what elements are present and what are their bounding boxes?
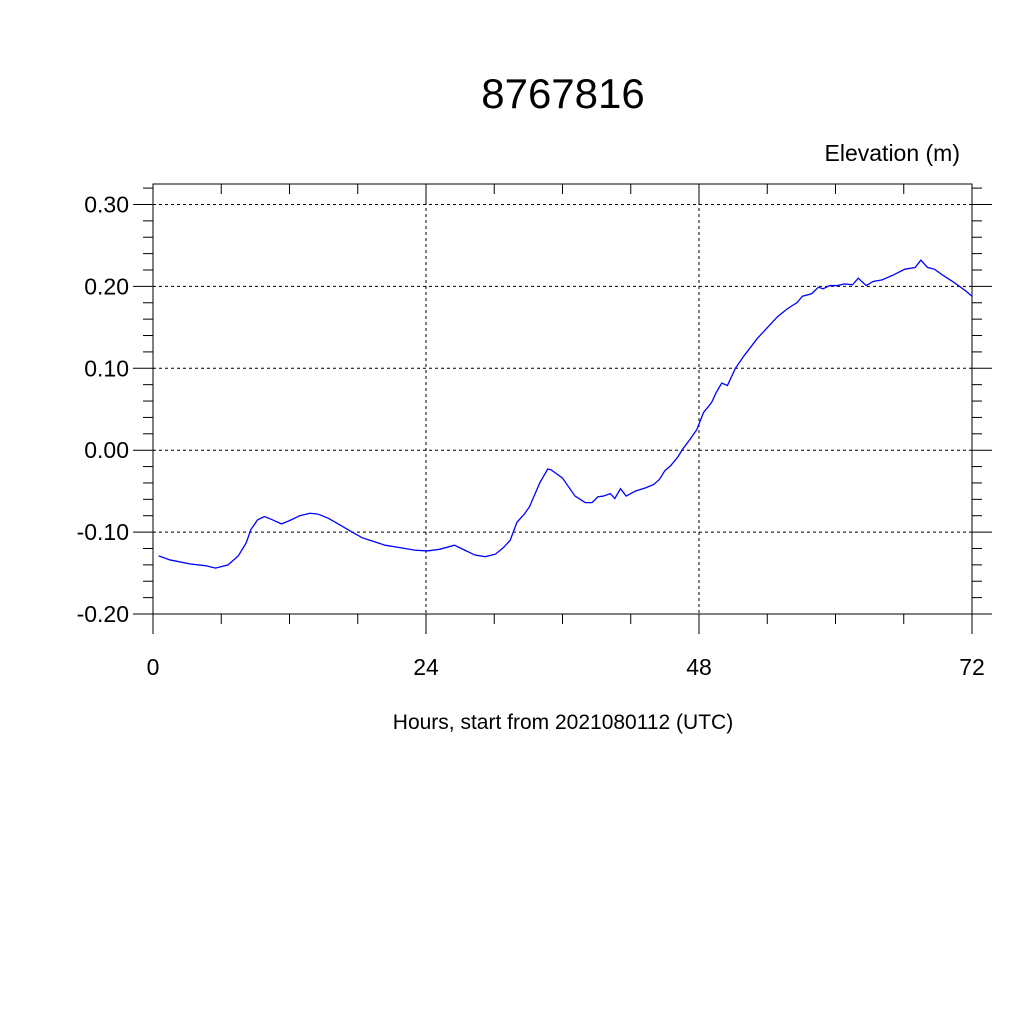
data-line: [158, 259, 973, 569]
x-axis-label: Hours, start from 2021080112 (UTC): [393, 711, 733, 734]
y-tick-label: 0.20: [84, 273, 129, 299]
y-tick-label: -0.20: [77, 601, 129, 627]
x-tick-label: 0: [147, 654, 160, 680]
y-tick-label: 0.10: [84, 355, 129, 381]
plot-frame: [152, 183, 973, 615]
chart-title: 8767816: [481, 70, 645, 117]
y-axis-label: Elevation (m): [825, 140, 960, 166]
x-tick-label: 72: [959, 654, 985, 680]
x-tick-label: 24: [413, 654, 439, 680]
y-tick-label: 0.00: [84, 437, 129, 463]
y-tick-label: -0.10: [77, 519, 129, 545]
x-tick-label: 48: [686, 654, 712, 680]
y-tick-label: 0.30: [84, 191, 129, 217]
